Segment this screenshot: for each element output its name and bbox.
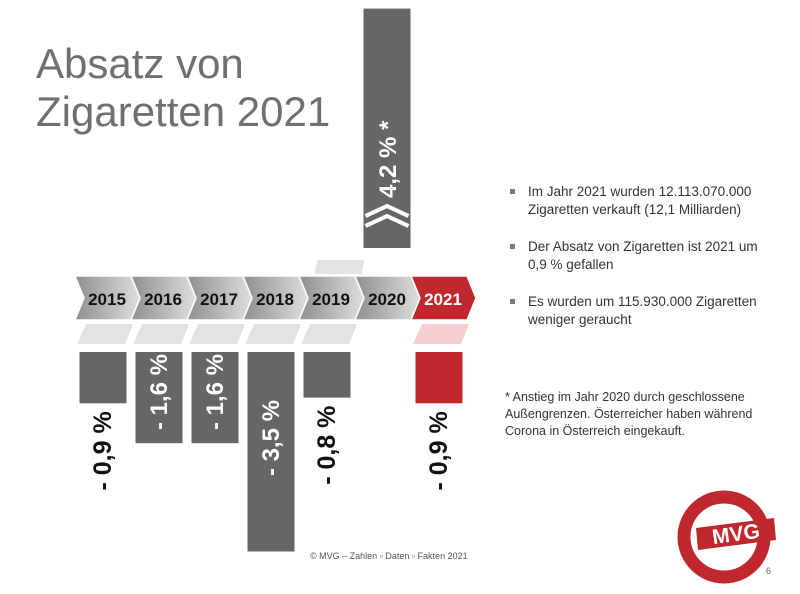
year-label-2016: 2016 [144,290,182,309]
bar-connector-2015 [77,324,133,344]
value-label-2016: - 1,6 % [146,354,173,430]
bar-connector-2021 [413,324,469,344]
key-fact-item: Es wurden um 115.930.000 Zigaretten weni… [510,293,780,329]
bar-connector-2020 [314,260,365,274]
key-fact-item: Der Absatz von Zigaretten ist 2021 um 0,… [510,238,780,274]
value-label-2020: 4,2 % * [375,120,402,198]
year-timeline: 2015 2016 2017 2018 2019 2020 2021 [73,275,477,321]
year-label-2021: 2021 [424,290,462,309]
year-label-2015: 2015 [88,290,126,309]
bar-connector-2019 [301,324,357,344]
bar-connector-2018 [245,324,301,344]
key-facts-list: Im Jahr 2021 wurden 12.113.070.000 Zigar… [510,183,780,348]
up-chevron-icon [364,203,410,218]
year-label-2019: 2019 [312,290,350,309]
timeline-segment-2021 [409,275,477,321]
up-chevron-icon [364,213,410,228]
year-label-2018: 2018 [256,290,294,309]
footer-text: © MVG – Zahlen ▫ Daten ▫ Fakten 2021 [310,551,468,561]
mvg-logo: MVG [677,490,776,584]
value-label-2018: - 3,5 % [258,400,285,476]
page-title: Absatz von Zigaretten 2021 [36,40,331,135]
bar-2015 [79,352,127,404]
bar-connector-2017 [189,324,245,344]
bar-connector-2016 [133,324,189,344]
year-label-2020: 2020 [368,290,406,309]
value-label-2017: - 1,6 % [202,354,229,430]
bar-2018 [247,352,295,552]
value-label-2015: - 0,9 % [89,411,117,490]
footnote: * Anstieg im Jahr 2020 durch geschlossen… [505,390,753,438]
page-number: 6 [766,566,772,576]
bar-2017 [191,352,239,444]
bar-2021 [415,352,463,404]
key-fact-item: Im Jahr 2021 wurden 12.113.070.000 Zigar… [510,183,780,219]
year-label-2017: 2017 [200,290,238,309]
bars-group [77,8,469,552]
logo-band [696,518,776,550]
bar-2016 [135,352,183,444]
value-labels-group: - 0,9 % - 1,6 % - 1,6 % - 3,5 % - 0,8 % 4,2 %… [89,120,453,491]
value-label-2021: - 0,9 % [425,411,453,490]
value-label-2019: - 0,8 % [313,406,341,485]
bar-2019 [303,352,351,398]
